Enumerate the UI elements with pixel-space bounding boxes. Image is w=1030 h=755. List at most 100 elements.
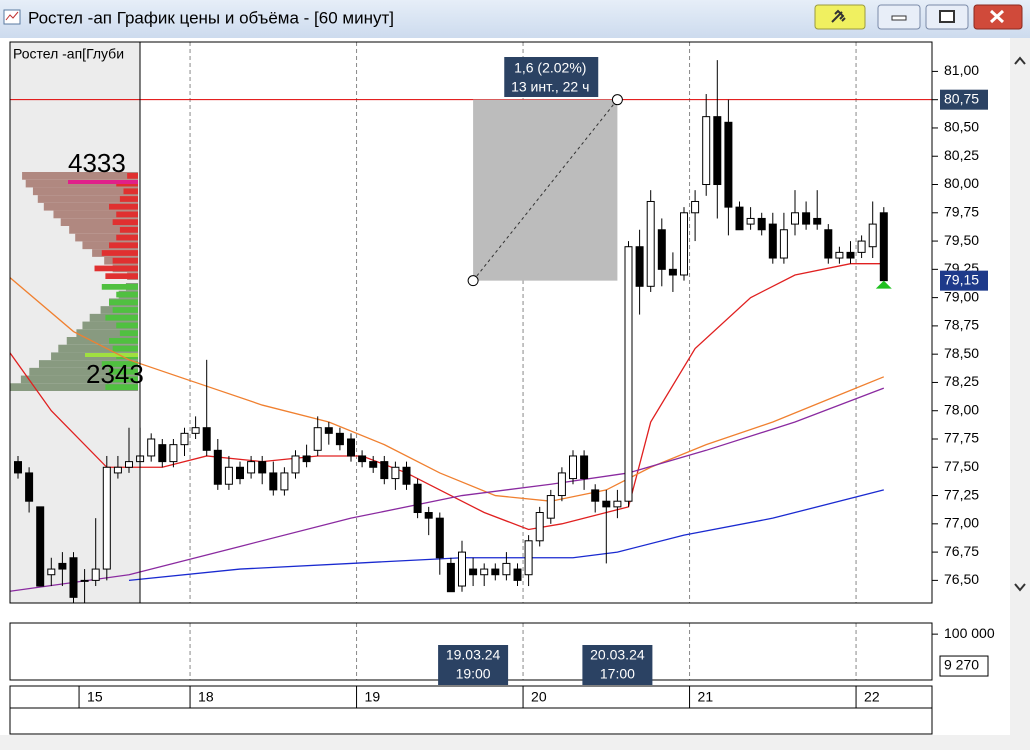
price-box (940, 89, 988, 110)
y-tick-label: 77,00 (944, 515, 979, 531)
maximize-icon (939, 10, 955, 23)
ask-bar (101, 250, 138, 256)
window-icon-line (5, 11, 19, 21)
ask-bar (119, 227, 138, 233)
candle-body (813, 217, 822, 225)
y-tick-label: 80,00 (944, 175, 979, 191)
window-title: Ростел -ап График цены и объёма - [60 ми… (28, 8, 394, 27)
candle-body (102, 466, 111, 570)
ask-bar (116, 234, 138, 241)
grid-layer: 81,0080,7580,5080,2580,0079,7579,5079,25… (78, 42, 995, 708)
candle-body (335, 432, 344, 446)
link-button[interactable] (814, 4, 866, 30)
day-label: 19 (365, 689, 381, 705)
candle-body (236, 466, 244, 480)
candle-body (191, 427, 200, 434)
y-tick-label: 80,25 (944, 147, 979, 163)
y-tick-label: 77,75 (944, 430, 979, 446)
ask-bar (112, 219, 138, 225)
candle-body (846, 251, 855, 259)
bid-bar (109, 338, 138, 344)
candle-body (269, 472, 278, 491)
bid-bar (112, 376, 138, 383)
candle-body (791, 212, 799, 225)
ruler-end (611, 94, 623, 106)
moving-average (128, 489, 884, 582)
candle-body (524, 540, 533, 576)
candle-body (380, 461, 389, 480)
candle-body (768, 223, 777, 259)
bid-cumulative (82, 321, 138, 330)
y-tick-label: 78,00 (944, 401, 979, 417)
candle-body (169, 444, 178, 463)
bid-cumulative (10, 383, 138, 391)
candle-body (147, 438, 156, 457)
candle-body (569, 455, 577, 480)
candle-body (280, 472, 289, 491)
bid-bar (109, 368, 138, 375)
depth-title: Ростел -ап[Глуби (13, 46, 124, 62)
candle-body (735, 206, 744, 231)
close-icon (989, 9, 1005, 24)
bid-label: 2343 (86, 359, 144, 389)
candle-body (369, 461, 378, 468)
bid-cumulative (38, 360, 138, 368)
candle-body (247, 461, 256, 474)
bid-cumulative (58, 344, 138, 353)
y-tick-label: 78,25 (944, 373, 979, 389)
day-label: 15 (87, 689, 103, 705)
plot-layer (10, 60, 932, 603)
ask-cumulative (43, 202, 138, 211)
y-tick-label: 76,75 (944, 543, 979, 559)
candle-body (313, 427, 322, 451)
ruler-change: 1,6 (2.02%) (514, 60, 586, 76)
candle-body (802, 212, 811, 225)
candle-body (224, 466, 233, 485)
bid-bar (119, 330, 138, 336)
candle-body (158, 444, 167, 463)
candle-body (91, 568, 100, 581)
candle-body (546, 495, 555, 519)
candle-body (258, 461, 267, 474)
moving-average (10, 276, 885, 502)
horizontal-scrollbar[interactable] (0, 736, 1030, 750)
y-tick-label: 79,00 (944, 288, 979, 304)
y-tick-label: 76,50 (944, 571, 979, 587)
date-box-date: 19.03.24 (446, 647, 501, 663)
ask-label: 4333 (68, 148, 126, 178)
candle-body (435, 517, 444, 559)
bid-cumulative (66, 337, 138, 345)
candle-body (680, 212, 688, 276)
candle-body (47, 568, 56, 576)
ask-bar (127, 173, 138, 179)
candle-body (835, 251, 844, 259)
vertical-scrollbar[interactable] (1011, 42, 1029, 603)
candle-body (868, 223, 877, 248)
day-label: 20 (531, 689, 547, 705)
link-icon (831, 9, 846, 23)
candle-body (879, 212, 888, 282)
y-tick-label: 79,50 (944, 232, 979, 248)
candle-body (757, 217, 766, 231)
ask-bar (109, 203, 138, 210)
candle-body (125, 461, 133, 468)
ask-cumulative (75, 233, 138, 242)
bid-bar (116, 322, 138, 329)
candle-body (613, 500, 622, 508)
y-tick-label: 77,50 (944, 458, 979, 474)
date-box-date: 20.03.24 (590, 647, 645, 663)
overlay-layer: 4333 2343 1,6 (2.02%) 13 инт., 22 ч 80,75 79,… (68, 57, 989, 685)
candle-body (724, 121, 733, 208)
scroll-down[interactable] (1014, 583, 1026, 592)
moving-average (10, 387, 885, 592)
scroll-up[interactable] (1014, 56, 1026, 65)
ask-bar (105, 273, 138, 279)
date-box (438, 645, 509, 685)
ask-cumulative (53, 210, 139, 219)
candle-body (69, 557, 78, 598)
candle-body (657, 229, 666, 270)
bid-bar (105, 314, 138, 321)
candle-body (824, 229, 833, 259)
candle-body (557, 472, 566, 497)
